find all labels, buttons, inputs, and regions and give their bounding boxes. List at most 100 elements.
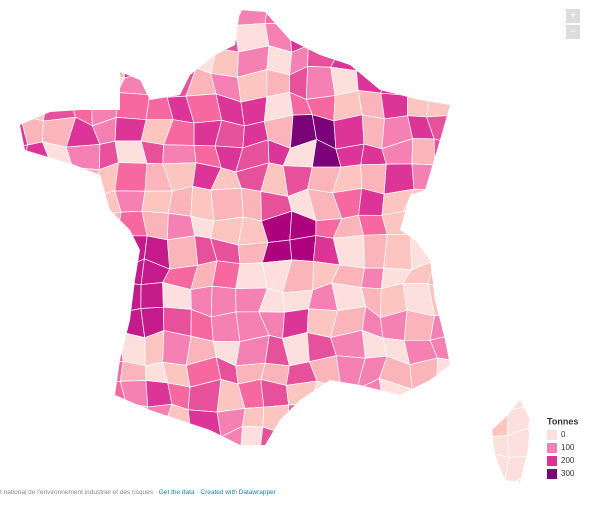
department bbox=[547, 382, 577, 414]
department bbox=[475, 258, 509, 292]
department bbox=[92, 17, 125, 49]
department bbox=[523, 114, 530, 144]
department bbox=[141, 190, 173, 214]
department bbox=[20, 114, 29, 148]
department bbox=[20, 332, 54, 363]
department bbox=[210, 311, 241, 342]
department bbox=[428, 218, 460, 243]
legend-swatch bbox=[547, 430, 557, 440]
department bbox=[210, 187, 244, 222]
get-data-link[interactable]: Get the data bbox=[159, 489, 195, 496]
department bbox=[547, 167, 578, 192]
credit-link[interactable]: Created with Datawrapper bbox=[200, 489, 276, 496]
department bbox=[551, 357, 575, 390]
department bbox=[411, 163, 436, 191]
department bbox=[380, 477, 412, 482]
department bbox=[242, 406, 265, 428]
department bbox=[362, 401, 385, 436]
department bbox=[403, 453, 436, 482]
department bbox=[505, 290, 530, 315]
department bbox=[23, 307, 54, 343]
department bbox=[355, 476, 389, 482]
department bbox=[308, 480, 338, 482]
department bbox=[20, 43, 24, 73]
zoom-in-label[interactable]: + bbox=[570, 11, 576, 22]
zoom-out-label[interactable]: − bbox=[570, 27, 576, 38]
department bbox=[20, 10, 30, 31]
department bbox=[162, 144, 197, 165]
department bbox=[531, 311, 554, 337]
department bbox=[454, 215, 484, 238]
department bbox=[210, 48, 239, 78]
department bbox=[547, 237, 578, 269]
department bbox=[93, 360, 124, 385]
department bbox=[69, 44, 102, 77]
department bbox=[427, 236, 458, 261]
department bbox=[504, 10, 530, 25]
department bbox=[473, 287, 509, 315]
department bbox=[235, 262, 268, 290]
department bbox=[20, 260, 22, 289]
department bbox=[404, 10, 439, 26]
legend-label: 300 bbox=[561, 469, 575, 478]
department bbox=[505, 141, 525, 165]
department bbox=[165, 449, 197, 482]
department bbox=[310, 10, 341, 28]
department bbox=[428, 186, 461, 220]
department bbox=[139, 403, 173, 436]
department bbox=[502, 477, 526, 482]
department bbox=[144, 23, 170, 54]
department bbox=[167, 18, 194, 54]
department bbox=[523, 141, 530, 175]
department bbox=[71, 289, 96, 317]
department bbox=[307, 18, 341, 52]
department bbox=[477, 380, 509, 415]
department bbox=[522, 21, 530, 50]
department bbox=[42, 10, 74, 28]
department bbox=[71, 10, 95, 28]
department bbox=[94, 312, 121, 341]
department bbox=[480, 330, 506, 363]
department bbox=[528, 405, 530, 434]
department bbox=[502, 71, 530, 100]
department bbox=[42, 90, 77, 122]
department bbox=[460, 96, 486, 124]
department bbox=[92, 10, 125, 22]
department bbox=[360, 267, 385, 290]
department bbox=[20, 383, 26, 415]
department bbox=[145, 71, 168, 98]
department bbox=[67, 332, 98, 365]
department bbox=[332, 452, 367, 482]
department bbox=[20, 287, 54, 317]
legend-title: Tonnes bbox=[547, 416, 578, 426]
department bbox=[20, 44, 47, 73]
department bbox=[406, 47, 438, 70]
department bbox=[191, 18, 218, 49]
department bbox=[167, 212, 196, 241]
department bbox=[283, 10, 319, 24]
zoom-in-button[interactable] bbox=[566, 9, 580, 23]
department bbox=[259, 452, 294, 482]
department bbox=[433, 138, 463, 167]
department bbox=[475, 71, 506, 98]
department bbox=[479, 23, 509, 53]
department bbox=[20, 89, 29, 119]
department bbox=[505, 263, 524, 293]
department bbox=[44, 454, 76, 482]
department bbox=[187, 409, 222, 438]
department bbox=[546, 267, 578, 292]
department bbox=[23, 403, 53, 436]
footer: t national de l'environnement industriel… bbox=[0, 489, 277, 496]
zoom-out-button[interactable] bbox=[566, 25, 580, 39]
department bbox=[311, 403, 343, 429]
department bbox=[334, 427, 367, 460]
department bbox=[475, 45, 506, 76]
department bbox=[67, 363, 97, 388]
department bbox=[211, 260, 241, 290]
department bbox=[524, 354, 530, 382]
department bbox=[361, 452, 386, 479]
department bbox=[363, 234, 388, 269]
department bbox=[406, 412, 428, 435]
